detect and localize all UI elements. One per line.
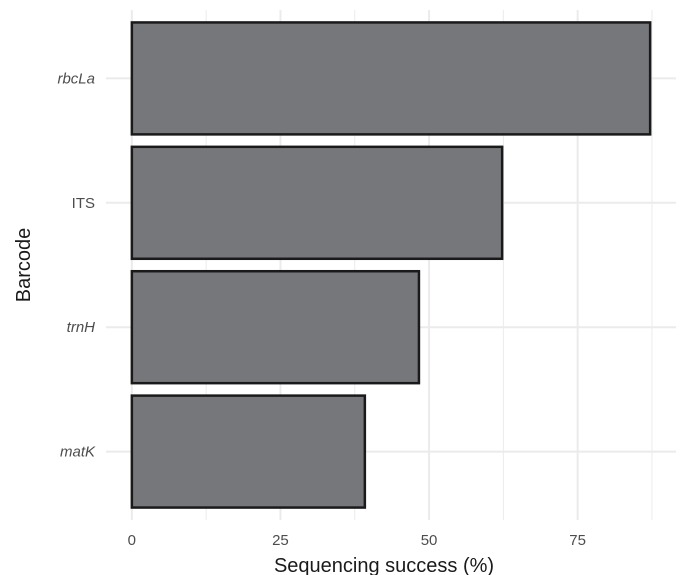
bar-matk [130,394,367,509]
x-tick-label: 75 [569,532,586,549]
y-tick-label: rbcLa [57,70,95,87]
x-tick-label: 25 [272,532,289,549]
x-tick-labels: 0 25 50 75 [128,532,586,549]
x-tick-label: 50 [421,532,438,549]
y-tick-label: ITS [72,195,95,212]
bar-trnh [130,269,421,385]
bar-its [130,145,504,261]
y-tick-labels: rbcLa ITS trnH matK [57,70,96,460]
bars [130,21,652,509]
x-tick-label: 0 [128,532,136,549]
x-axis-title: Sequencing success (%) [274,555,494,575]
y-axis-title: Barcode [13,228,35,303]
bar-rbcla [130,21,652,136]
y-tick-label: trnH [67,319,96,336]
y-tick-label: matK [60,444,96,461]
